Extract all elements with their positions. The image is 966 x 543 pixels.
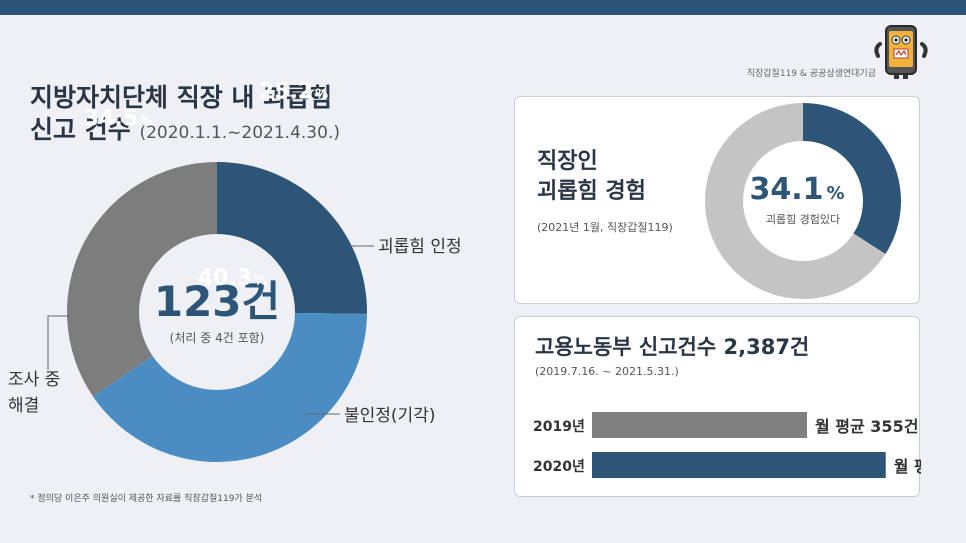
card2-subtitle: (2019.7.16. ~ 2021.5.31.) (535, 365, 679, 378)
outcome-category-label-2-line1: 해결 (8, 396, 39, 416)
donut2-value-number: 34.1 (749, 172, 823, 207)
outcome-value-label-1: 40.3% (198, 266, 267, 291)
bar-value-label-1: 월 평균 485건 (894, 457, 921, 476)
outcome-category-label-2-line0: 조사 중 (8, 370, 60, 390)
card1-title: 직장인 괴롭힘 경험 (537, 147, 646, 207)
outcome-value-label-0: 25.2% (259, 79, 328, 104)
donut2-value-unit: % (826, 183, 844, 204)
card1-subtitle: (2021년 1월, 직장갑질119) (537, 221, 673, 234)
bar-0 (592, 412, 807, 438)
harassment-experience-card: 직장인 괴롭힘 경험 (2021년 1월, 직장갑질119) 34.1% 괴롭힘… (514, 96, 920, 304)
labor-ministry-reports-card: 고용노동부 신고건수 2,387건 (2019.7.16. ~ 2021.5.3… (514, 316, 921, 497)
phone-mascot-icon (874, 25, 928, 79)
bar-1 (592, 452, 886, 478)
donut-center (139, 234, 295, 390)
card1-title-line1: 직장인 (537, 149, 598, 174)
bar-value-label-0: 월 평균 355건 (815, 417, 918, 436)
top-bar (0, 0, 966, 15)
donut2-center-value: 34.1% (749, 172, 844, 207)
outcome-leader-2 (47, 315, 70, 370)
card2-title: 고용노동부 신고건수 2,387건 (535, 335, 810, 359)
experience-donut-chart: 34.1% 괴롭힘 경험있다 (705, 103, 901, 299)
donut2-center (743, 141, 863, 261)
card1-title-line2: 괴롭힘 경험 (537, 179, 646, 204)
page-title-line1: 지방자치단체 직장 내 괴롭힘 (30, 83, 333, 112)
donut2-center-label: 괴롭힘 경험있다 (766, 213, 840, 226)
page-title: 지방자치단체 직장 내 괴롭힘 신고 건수 (2020.1.1.~2021.4.… (30, 82, 340, 149)
outcome-category-label-1: 불인정(기각) (344, 406, 435, 426)
footnote: * 정의당 이은주 의원실이 제공한 자료를 직장갑질119가 분석 (30, 494, 263, 504)
outcome-category-label-0: 괴롭힘 인정 (378, 237, 462, 257)
page-title-period: (2020.1.1.~2021.4.30.) (139, 123, 340, 143)
outcome-slice-2 (67, 162, 218, 397)
bar-category-label-1: 2020년 (533, 459, 585, 475)
bar-category-label-0: 2019년 (533, 419, 585, 435)
outcome-value-label-2: 34.5% (84, 107, 153, 132)
monthly-average-bar-chart: 2019년 월 평균 355건 2020년 월 평균 485건 (533, 412, 921, 478)
donut-center-value: 123건 (154, 277, 280, 326)
donut-center-note: (처리 중 4건 포함) (170, 331, 265, 345)
page-title-line2: 신고 건수 (30, 115, 131, 144)
source-credit: 직장갑질119 & 공공상생연대기금 (746, 69, 876, 79)
report-outcome-donut-chart: 123건 (처리 중 4건 포함) 25.2 % 40.3 % 34.5 % 괴롭힘 인정불… (8, 79, 462, 463)
